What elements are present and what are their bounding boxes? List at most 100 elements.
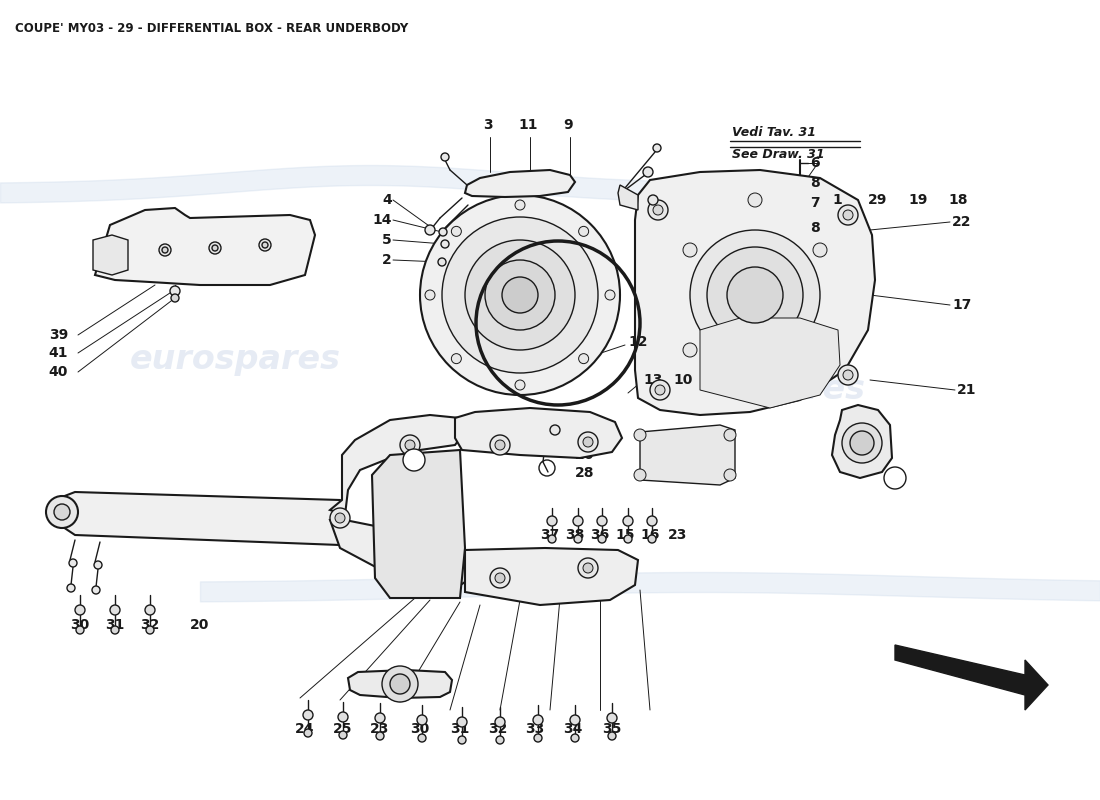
Circle shape <box>838 205 858 225</box>
Circle shape <box>838 365 858 385</box>
Text: 17: 17 <box>952 298 971 312</box>
Circle shape <box>634 429 646 441</box>
Polygon shape <box>465 548 638 605</box>
Circle shape <box>548 535 556 543</box>
Circle shape <box>884 467 906 489</box>
Circle shape <box>451 226 461 236</box>
Circle shape <box>212 245 218 251</box>
Text: 28: 28 <box>575 466 594 480</box>
Text: 6: 6 <box>810 156 820 170</box>
Circle shape <box>338 712 348 722</box>
Circle shape <box>648 535 656 543</box>
Circle shape <box>495 717 505 727</box>
Circle shape <box>76 626 84 634</box>
Circle shape <box>403 449 425 471</box>
Polygon shape <box>372 450 465 598</box>
Text: 29: 29 <box>868 193 888 207</box>
Text: 23: 23 <box>371 722 389 736</box>
Text: 33: 33 <box>526 722 544 736</box>
Circle shape <box>648 195 658 205</box>
Polygon shape <box>465 170 575 197</box>
Circle shape <box>170 286 180 296</box>
Text: 16: 16 <box>640 528 660 542</box>
Circle shape <box>607 713 617 723</box>
Circle shape <box>724 469 736 481</box>
Text: 1: 1 <box>832 193 842 207</box>
Circle shape <box>748 193 762 207</box>
Circle shape <box>644 167 653 177</box>
Circle shape <box>690 230 820 360</box>
Circle shape <box>653 144 661 152</box>
Circle shape <box>550 425 560 435</box>
Circle shape <box>813 343 827 357</box>
Circle shape <box>390 674 410 694</box>
Polygon shape <box>640 425 735 485</box>
Circle shape <box>605 290 615 300</box>
Circle shape <box>490 435 510 455</box>
Circle shape <box>707 247 803 343</box>
Text: 31: 31 <box>450 722 470 736</box>
Text: COUPE' MY03 - 29 - DIFFERENTIAL BOX - REAR UNDERBODY: COUPE' MY03 - 29 - DIFFERENTIAL BOX - RE… <box>15 22 408 35</box>
Text: 30: 30 <box>70 618 89 632</box>
Circle shape <box>534 734 542 742</box>
Text: 39: 39 <box>48 328 68 342</box>
Circle shape <box>727 267 783 323</box>
Circle shape <box>439 228 447 236</box>
Circle shape <box>438 258 446 266</box>
Text: 8: 8 <box>810 176 820 190</box>
Circle shape <box>574 535 582 543</box>
Circle shape <box>458 736 466 744</box>
Circle shape <box>145 605 155 615</box>
Text: 30: 30 <box>410 722 430 736</box>
Circle shape <box>843 370 852 380</box>
Text: 40: 40 <box>48 365 68 379</box>
Text: eurospares: eurospares <box>654 374 866 406</box>
Text: 9: 9 <box>563 118 573 132</box>
Text: 25: 25 <box>333 722 353 736</box>
Text: 23: 23 <box>669 528 688 542</box>
Polygon shape <box>330 520 465 592</box>
Polygon shape <box>330 415 465 515</box>
Text: 3: 3 <box>483 118 493 132</box>
Circle shape <box>75 605 85 615</box>
Circle shape <box>623 516 632 526</box>
Circle shape <box>571 734 579 742</box>
Text: 20: 20 <box>190 618 210 632</box>
Circle shape <box>262 242 268 248</box>
Text: 11: 11 <box>518 118 538 132</box>
Text: 8: 8 <box>810 221 820 235</box>
Circle shape <box>495 573 505 583</box>
Text: 36: 36 <box>591 528 609 542</box>
Circle shape <box>496 736 504 744</box>
Polygon shape <box>348 670 452 698</box>
Circle shape <box>583 563 593 573</box>
Circle shape <box>547 516 557 526</box>
Circle shape <box>597 516 607 526</box>
Circle shape <box>578 558 598 578</box>
Polygon shape <box>700 318 840 408</box>
Text: 2: 2 <box>383 253 392 267</box>
Circle shape <box>598 535 606 543</box>
Polygon shape <box>60 492 345 545</box>
Circle shape <box>441 240 449 248</box>
Circle shape <box>54 504 70 520</box>
Circle shape <box>583 437 593 447</box>
Circle shape <box>376 732 384 740</box>
Polygon shape <box>635 170 874 415</box>
Text: 34: 34 <box>563 722 583 736</box>
Text: 32: 32 <box>141 618 160 632</box>
Circle shape <box>495 440 505 450</box>
Polygon shape <box>95 208 315 285</box>
Circle shape <box>451 354 461 364</box>
Text: 37: 37 <box>540 528 560 542</box>
Text: 12: 12 <box>628 335 648 349</box>
Circle shape <box>110 605 120 615</box>
Text: 13: 13 <box>644 373 662 387</box>
Circle shape <box>425 290 435 300</box>
Circle shape <box>111 626 119 634</box>
Circle shape <box>382 666 418 702</box>
Circle shape <box>843 210 852 220</box>
Circle shape <box>67 584 75 592</box>
Circle shape <box>330 508 350 528</box>
Circle shape <box>850 431 875 455</box>
